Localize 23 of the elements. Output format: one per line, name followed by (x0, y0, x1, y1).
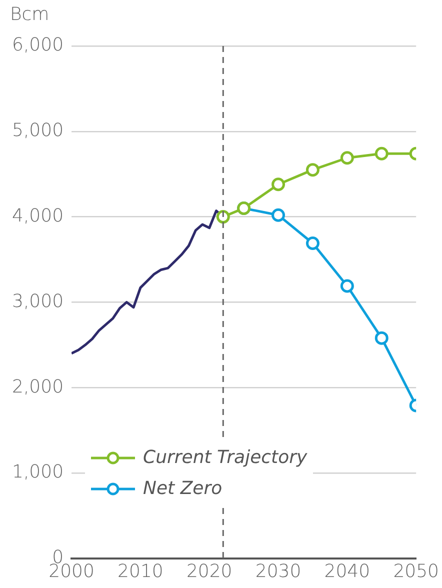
x-tick-label: 2010 (118, 560, 164, 582)
y-axis-title: Bcm (10, 4, 50, 25)
point (374, 331, 388, 345)
point (340, 279, 354, 293)
y-tick-label: 4,000 (12, 205, 64, 226)
point (306, 163, 320, 177)
x-tick-label: 2020 (186, 560, 232, 582)
y-tick-label: 2,000 (12, 376, 64, 398)
x-tick-label: 2030 (255, 560, 302, 582)
legend-label: Net Zero (143, 478, 222, 499)
point (272, 208, 286, 222)
y-tick-label: 3,000 (12, 290, 64, 312)
point (216, 210, 230, 224)
legend-label: Current Trajectory (143, 447, 308, 468)
point (340, 151, 354, 165)
y-tick-label: 6,000 (12, 34, 64, 56)
point (272, 178, 286, 192)
point (374, 146, 388, 160)
x-tick-label: 2050 (393, 560, 439, 582)
y-tick-label: 5,000 (12, 120, 64, 142)
x-tick-label: 2040 (324, 560, 370, 582)
point (306, 236, 320, 250)
y-tick-label: 1,000 (12, 462, 64, 483)
